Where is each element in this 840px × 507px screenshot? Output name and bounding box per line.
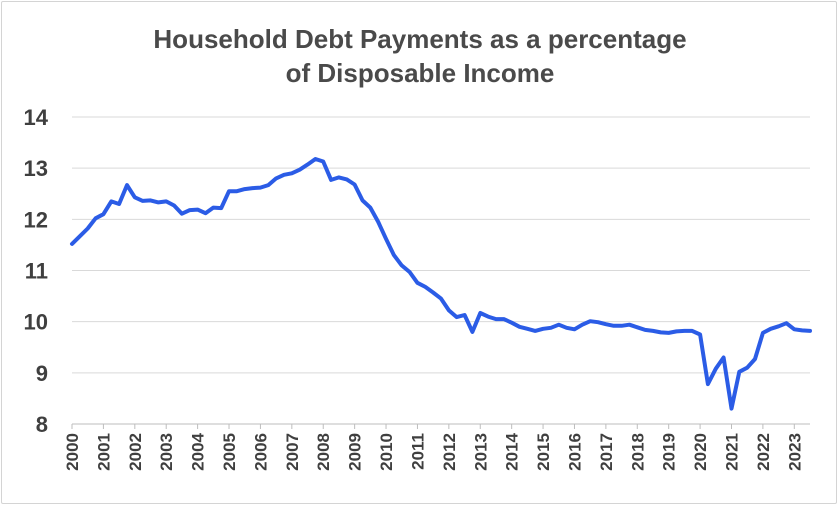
x-tick-label: 2023 (785, 433, 804, 471)
x-tick-label: 2004 (189, 432, 208, 470)
x-axis: 2000 2001 2002 2003 2004 2005 2006 2007 2008 2009… (63, 424, 804, 471)
chart-title: Household Debt Payments as a percentage … (0, 22, 840, 90)
x-tick-label: 2013 (471, 433, 490, 471)
x-tick-label: 2014 (503, 432, 522, 470)
y-axis: 8 9 10 11 12 13 14 (24, 105, 49, 437)
series-line-0 (70, 157, 812, 411)
x-tick-label: 2009 (346, 433, 365, 471)
x-tick-label: 2007 (283, 433, 302, 471)
x-tick-label: 2002 (126, 433, 145, 471)
y-tick-label: 9 (36, 361, 48, 386)
x-tick-label: 2016 (565, 433, 584, 471)
x-tick-label: 2021 (722, 433, 741, 471)
y-tick-label: 8 (36, 412, 48, 437)
x-tick-label: 2015 (534, 433, 553, 471)
x-tick-label: 2022 (754, 433, 773, 471)
gridlines (72, 116, 810, 425)
x-tick-label: 2018 (628, 433, 647, 471)
x-tick-label: 2001 (94, 433, 113, 471)
x-tick-label: 2006 (251, 433, 270, 471)
x-tick-label: 2003 (157, 433, 176, 471)
plot-area (70, 157, 812, 411)
x-tick-label: 2012 (440, 433, 459, 471)
x-tick-label: 2011 (408, 433, 427, 470)
x-tick-label: 2020 (691, 433, 710, 471)
y-tick-label: 10 (24, 310, 48, 335)
chart-title-line-2: of Disposable Income (285, 58, 555, 88)
y-tick-label: 13 (24, 156, 48, 181)
x-tick-label: 2008 (314, 433, 333, 471)
x-tick-label: 2017 (597, 433, 616, 471)
x-tick-label: 2005 (220, 433, 239, 471)
y-tick-label: 14 (24, 105, 49, 130)
chart-title-line-1: Household Debt Payments as a percentage (153, 24, 687, 54)
x-tick-label: 2000 (63, 433, 82, 471)
x-tick-label: 2019 (660, 433, 679, 471)
y-tick-label: 12 (24, 207, 48, 232)
y-tick-label: 11 (25, 259, 48, 284)
x-tick-label: 2010 (377, 433, 396, 471)
